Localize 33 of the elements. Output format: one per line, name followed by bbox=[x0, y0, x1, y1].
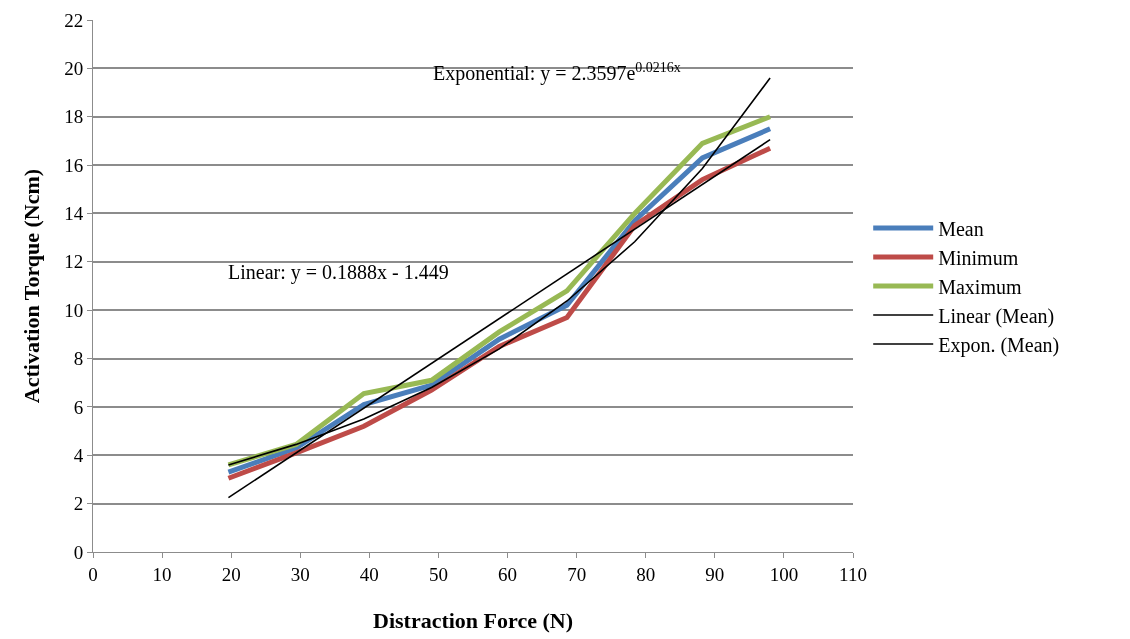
legend-label: Minimum bbox=[938, 246, 1019, 269]
x-tick-label: 0 bbox=[88, 563, 98, 585]
y-tick-label: 16 bbox=[64, 154, 84, 176]
legend-label: Linear (Mean) bbox=[938, 304, 1055, 328]
x-tick-label: 70 bbox=[567, 563, 587, 585]
x-tick-label: 80 bbox=[636, 563, 656, 585]
y-tick-label: 4 bbox=[73, 444, 84, 466]
x-tick-label: 20 bbox=[221, 563, 241, 585]
x-tick-label: 110 bbox=[839, 563, 867, 585]
x-tick-label: 30 bbox=[290, 563, 310, 585]
legend-label: Expon. (Mean) bbox=[938, 333, 1060, 357]
x-tick-label: 60 bbox=[498, 563, 518, 585]
x-tick-label: 10 bbox=[152, 563, 172, 585]
y-tick-label: 20 bbox=[64, 58, 84, 80]
y-tick-label: 18 bbox=[64, 106, 84, 128]
x-axis-title: Distraction Force (N) bbox=[373, 608, 573, 633]
x-tick-label: 100 bbox=[769, 563, 799, 585]
legend-label: Maximum bbox=[938, 275, 1022, 298]
y-tick-label: 10 bbox=[64, 299, 84, 321]
y-tick-label: 22 bbox=[64, 9, 84, 31]
y-tick-label: 12 bbox=[64, 251, 84, 273]
y-tick-label: 2 bbox=[73, 493, 84, 515]
y-tick-label: 14 bbox=[64, 203, 84, 225]
x-tick-label: 40 bbox=[359, 563, 379, 585]
annotation: Linear: y = 0.1888x - 1.449 bbox=[228, 261, 449, 284]
y-tick-label: 8 bbox=[73, 348, 84, 370]
annotation: Exponential: y = 2.3597e$^{0.0216x}$ bbox=[433, 60, 681, 86]
y-axis-title: Activation Torque (Ncm) bbox=[19, 168, 44, 404]
y-tick-label: 6 bbox=[73, 396, 84, 418]
x-tick-label: 50 bbox=[428, 563, 448, 585]
y-tick-label: 0 bbox=[73, 541, 84, 563]
x-tick-label: 90 bbox=[705, 563, 725, 585]
legend-label: Mean bbox=[938, 217, 984, 240]
